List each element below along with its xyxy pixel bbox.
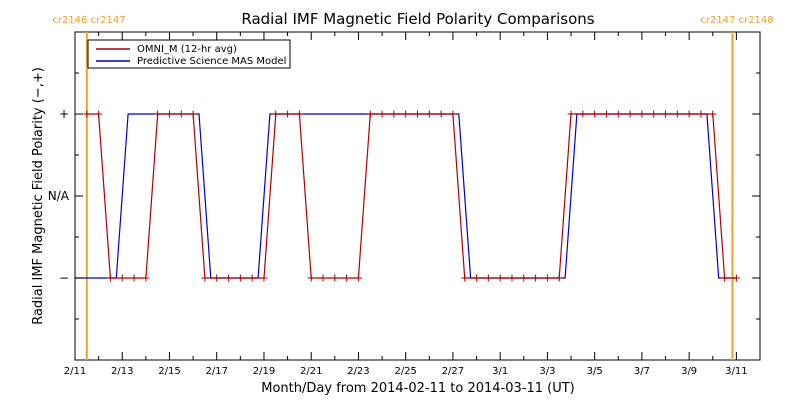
data-point-marker [567,110,575,118]
data-point-marker [496,274,504,282]
data-point-marker [425,110,433,118]
x-tick-label: 2/17 [205,366,227,377]
x-tick-label: 2/15 [158,366,180,377]
legend: OMNI_M (12-hr avg) Predictive Science MA… [87,39,291,69]
carrington-label-right: cr2147 cr2148 [700,15,773,26]
data-point-marker [177,110,185,118]
data-point-marker [319,274,327,282]
data-point-marker [508,274,516,282]
data-point-marker [295,110,303,118]
data-point-marker [248,274,256,282]
y-tick-label: − [59,271,69,285]
data-point-marker [343,274,351,282]
data-point-marker [213,274,221,282]
x-tick-label: 3/5 [587,366,603,377]
x-tick-label: 3/7 [634,366,650,377]
data-point-marker [449,110,457,118]
data-point-marker [414,110,421,118]
data-point-marker [638,110,646,118]
data-point-marker [602,110,610,118]
data-point-marker [201,274,209,282]
data-point-marker [484,274,492,282]
data-point-marker [307,274,315,282]
data-point-marker [579,110,587,118]
legend-label-mas: Predictive Science MAS Model [137,56,286,67]
x-tick-label: 2/13 [111,366,133,377]
data-point-marker [673,110,681,118]
data-point-marker [154,110,162,118]
data-point-marker [378,110,386,118]
data-point-marker [272,110,280,118]
x-tick-label: 3/9 [681,366,697,377]
data-point-marker [260,274,268,282]
data-point-marker [697,110,705,118]
data-point-marker [284,110,292,118]
data-point-marker [331,274,339,282]
y-tick-label: + [59,107,69,121]
data-point-marker [532,274,540,282]
legend-box [87,39,291,69]
data-point-marker [130,274,138,282]
x-tick-label: 3/3 [539,366,555,377]
data-point-marker [437,110,445,118]
data-point-marker [662,110,670,118]
data-point-marker [118,274,126,282]
series-line-0 [86,113,737,279]
x-tick-label: 2/21 [300,366,322,377]
x-axis: 2/11 2/13 2/15 2/17 2/19 2/21 2/23 2/25 2/27 3/1 3… [64,32,761,377]
data-point-marker [591,110,599,118]
x-tick-label: 2/27 [442,366,464,377]
legend-label-omni: OMNI_M (12-hr avg) [137,44,237,55]
plot-frame [74,31,761,361]
data-point-marker [236,274,244,282]
carrington-lines [85,32,734,360]
data-point-marker [354,274,362,282]
data-point-marker [721,274,729,282]
data-point-marker [543,274,551,282]
y-axis: + N/A − [48,72,760,320]
data-point-marker [520,274,528,282]
data-point-marker [95,110,103,118]
x-tick-label: 2/25 [394,366,416,377]
data-point-marker [402,110,410,118]
data-point-marker [732,274,740,282]
x-tick-label: 2/19 [253,366,275,377]
data-point-marker [225,274,233,282]
data-point-marker [189,110,197,118]
data-point-marker [650,110,658,118]
x-tick-label: 3/1 [492,366,508,377]
data-point-marker [473,274,481,282]
carrington-label-left: cr2146 cr2147 [52,15,125,26]
data-point-marker [555,274,563,282]
x-tick-label: 3/11 [725,366,747,377]
data-point-marker [106,274,114,282]
data-point-marker [83,110,91,118]
data-point-marker [165,110,173,118]
x-tick-label: 2/23 [347,366,369,377]
data-point-marker [366,110,374,118]
data-point-marker [614,110,622,118]
data-point-marker [461,274,469,282]
data-point-marker [142,274,150,282]
x-axis-label: Month/Day from 2014-02-11 to 2014-03-11 … [261,381,574,396]
x-tick-label: 2/11 [64,366,86,377]
data-point-marker [390,110,398,118]
chart-title: Radial IMF Magnetic Field Polarity Compa… [241,10,594,28]
data-point-marker [685,110,693,118]
data-point-marker [709,110,717,118]
data-point-marker [626,110,634,118]
series-layer [75,110,740,282]
y-tick-label: N/A [48,189,70,203]
y-axis-label: Radial IMF Magnetic Field Polarity (−,+) [31,67,46,325]
series-line-1 [75,113,737,279]
